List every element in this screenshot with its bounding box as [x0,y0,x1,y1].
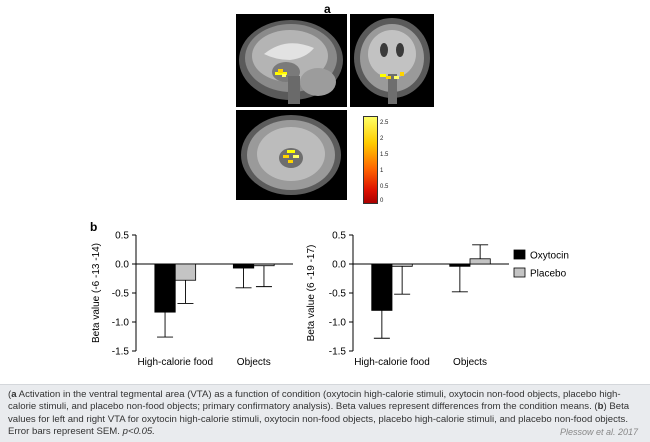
colorbar-gradient [363,116,378,204]
legend-label-placebo: Placebo [530,269,567,280]
y-tick-label: 0.5 [115,231,129,242]
panel-b-label: b [90,220,98,234]
y-tick-label: -1.0 [112,318,130,329]
x-category-label: Objects [237,357,271,368]
mri-sagittal-view [236,14,347,107]
bar-placebo [469,258,491,265]
bar-chart-right: Beta value (6 -19 -17) 0.5 0.0 -0.5 -1.0 -1.5… [302,228,569,380]
colorbar: 2.5 2 1.5 1 0.5 0 [360,114,390,206]
x-category-label: High-calorie food [354,357,430,368]
legend-label-oxytocin: Oxytocin [530,251,569,262]
colorbar-tick: 0 [380,198,384,204]
colorbar-tick: 1 [380,168,384,174]
y-tick-label: -1.0 [329,318,347,329]
figure-credit: Plessow et al. 2017 [559,426,638,437]
x-category-label: High-calorie food [137,357,213,368]
x-category-label: Objects [453,357,487,368]
panel-a-label: a [324,2,331,16]
colorbar-tick: 2 [380,136,384,142]
y-tick-label: -1.5 [112,347,130,358]
y-tick-label: -1.5 [329,347,347,358]
bar-oxytocin [449,263,471,267]
figure-panel: a [88,0,569,380]
colorbar-tick: 0.5 [380,184,389,190]
bar-placebo [391,263,413,267]
bar-oxytocin [154,263,176,313]
mri-axial-view [236,110,347,200]
y-tick-label: -0.5 [329,289,347,300]
bar-placebo [174,263,197,281]
y-tick-label: 0.0 [115,260,129,271]
bar-oxytocin [232,263,255,269]
legend-swatch-placebo [513,267,526,278]
y-tick-label: -0.5 [112,289,130,300]
caption-b-text: ) Beta values for left and right VTA for… [8,401,630,437]
bar-oxytocin [371,263,393,311]
caption-a-text: Activation in the ventral tegmental area… [8,389,621,413]
legend-swatch-oxytocin [513,249,526,260]
colorbar-tick: 1.5 [380,152,389,158]
colorbar-tick: 2.5 [380,120,389,126]
figure-caption: (a Activation in the ventral tegmental a… [0,384,650,442]
y-axis-title: Beta value (6 -19 -17) [306,245,317,342]
bar-chart-left: Beta value (-6 -13 -14) 0.5 0.0 -0.5 -1.0 -1.… [88,228,298,380]
mri-coronal-view [350,14,434,107]
caption-a-label: a [11,389,17,400]
bar-placebo [253,263,275,267]
y-tick-label: 0.5 [332,231,346,242]
y-tick-label: 0.0 [332,260,346,271]
caption-b-label: b [597,401,604,413]
caption-p-value: p<0.05. [122,425,155,437]
y-axis-title: Beta value (-6 -13 -14) [91,243,102,343]
